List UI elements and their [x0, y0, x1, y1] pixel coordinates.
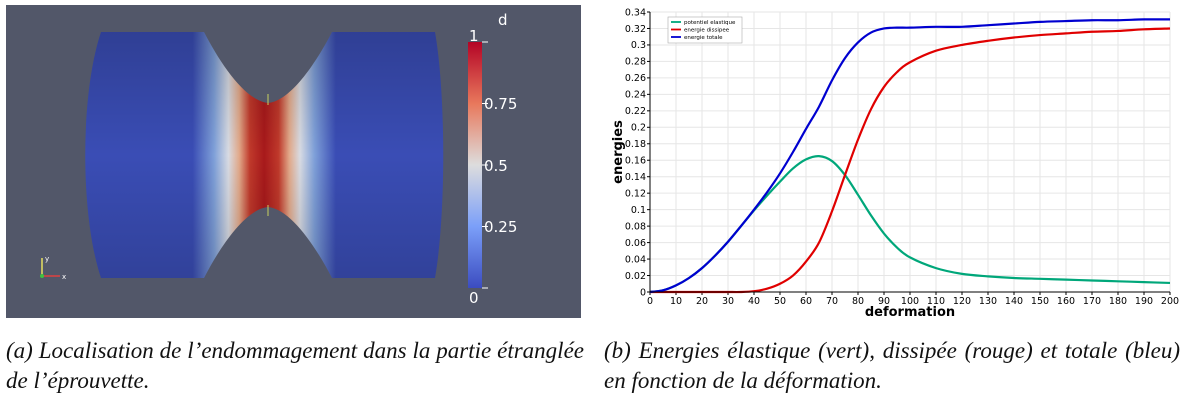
damage-render-panel: y x d 1 0.75 0.5 0.25 0 [6, 5, 581, 318]
specimen-shading [85, 32, 444, 278]
x-tick-label: 160 [1057, 296, 1075, 307]
y-tick-label: 0.08 [625, 221, 646, 232]
y-tick-label: 0.34 [625, 7, 646, 18]
x-tick-label: 30 [722, 296, 734, 307]
y-tick-label: 0.1 [631, 205, 646, 216]
axes-triad-y-label: y [45, 255, 49, 263]
series-line-2 [649, 18, 1171, 294]
y-tick-label: 0.26 [625, 73, 646, 84]
damage-render: y x d 1 0.75 0.5 0.25 0 [6, 5, 581, 318]
chart-legend: potentiel elastique energie dissipeeenerg… [667, 16, 743, 44]
y-tick-label: 0.24 [625, 90, 646, 101]
y-tick-label: 0.02 [625, 271, 646, 282]
x-tick-label: 150 [1031, 296, 1049, 307]
x-tick-label: 0 [647, 296, 653, 307]
colorbar-tick-label: 0.25 [484, 218, 517, 236]
x-tick-label: 90 [878, 296, 890, 307]
x-tick-label: 80 [852, 296, 864, 307]
caption-b: (b) Energies élastique (vert), dissipée … [604, 338, 1180, 393]
x-tick-label: 200 [1161, 296, 1179, 307]
y-tick-label: 0.2 [631, 123, 646, 134]
y-tick-label: 0.22 [625, 106, 646, 117]
colorbar-tick-label: 0.75 [484, 95, 517, 113]
colorbar-tick-label: 0.5 [484, 157, 508, 175]
axes-triad-x-label: x [62, 273, 66, 281]
x-tick-label: 190 [1135, 296, 1153, 307]
legend-entry: energie totale [684, 35, 723, 41]
x-tick-label: 180 [1109, 296, 1127, 307]
x-tick-label: 60 [800, 296, 812, 307]
y-tick-label: 0.16 [625, 156, 646, 167]
x-tick-label: 140 [1005, 296, 1023, 307]
x-tick-label: 110 [927, 296, 945, 307]
x-tick-label: 100 [901, 296, 919, 307]
y-axis-title: energies [611, 120, 626, 184]
x-tick-label: 10 [670, 296, 682, 307]
legend-entry: potentiel elastique [684, 20, 736, 26]
x-tick-label: 40 [748, 296, 760, 307]
colorbar-tick-label: 1 [469, 27, 479, 45]
x-axis-title: deformation [865, 305, 955, 318]
y-tick-label: 0.06 [625, 238, 646, 249]
caption-a: (a) Localisation de l’endommagement dans… [6, 338, 584, 393]
y-tick-label: 0.12 [625, 188, 646, 199]
x-tick-label: 130 [979, 296, 997, 307]
colorbar-tick-label: 0 [469, 289, 479, 307]
colorbar-gradient [468, 42, 482, 288]
axes-triad: y x [40, 255, 66, 281]
energy-chart: 0 0.02 0.04 0.06 0.08 0.1 0.12 0.14 0.16 0.18 0.2 0… [611, 7, 1179, 320]
y-tick-label: 0.14 [625, 172, 646, 183]
x-tick-label: 170 [1083, 296, 1101, 307]
x-tick-label: 70 [826, 296, 838, 307]
y-tick-label: 0.3 [631, 40, 646, 51]
y-tick-label: 0.04 [625, 254, 646, 265]
x-axis-ticks: 0 10 20 30 40 50 60 70 80 90 100 110 120 130 140 150 160… [647, 292, 1179, 307]
y-tick-label: 0.28 [625, 57, 646, 68]
x-tick-label: 20 [696, 296, 708, 307]
y-tick-label: 0.32 [625, 24, 646, 35]
legend-entry: energie dissipee [684, 28, 730, 34]
energy-chart-panel: 0 0.02 0.04 0.06 0.08 0.1 0.12 0.14 0.16 0.18 0.2 0… [604, 5, 1179, 320]
x-tick-label: 50 [774, 296, 786, 307]
chart-grid [649, 11, 1171, 293]
colorbar: d 1 0.75 0.5 0.25 0 [468, 11, 517, 307]
y-tick-label: 0.18 [625, 139, 646, 150]
colorbar-title: d [498, 11, 508, 29]
x-tick-label: 120 [953, 296, 971, 307]
y-tick-label: 0 [640, 287, 646, 298]
y-axis-ticks: 0 0.02 0.04 0.06 0.08 0.1 0.12 0.14 0.16 0.18 0.2 0… [625, 7, 650, 298]
